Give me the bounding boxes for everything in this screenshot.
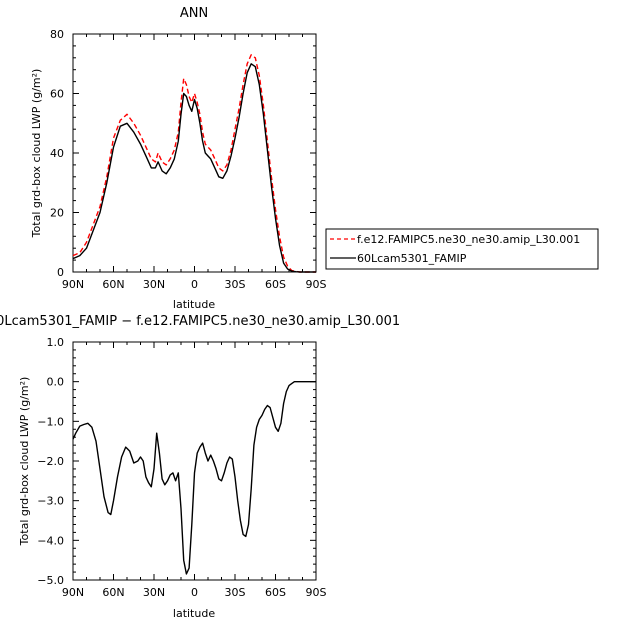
bottom-plot-frame — [72, 341, 317, 581]
bottom-series-line-1 — [72, 381, 316, 575]
bottom-x-tick-label: 90S — [306, 586, 327, 599]
top-y-tick-label: 20 — [50, 207, 64, 220]
top-series — [72, 54, 316, 273]
top-y-tick-label: 60 — [50, 88, 64, 101]
bottom-y-tick-label: −2.0 — [37, 455, 64, 468]
bottom-title: 60Lcam5301_FAMIP − f.e12.FAMIPC5.ne30_ne… — [0, 314, 400, 329]
bottom-y-tick-label: −1.0 — [37, 415, 64, 428]
bottom-x-tick-label: 90N — [62, 586, 84, 599]
bottom-series — [72, 381, 316, 575]
top-x-tick-label: 30S — [225, 278, 246, 291]
top-x-tick-label: 90N — [62, 278, 84, 291]
bottom-x-axis-label: latitude — [173, 607, 215, 620]
top-y-tick-labels: 0 20 40 60 80 — [50, 28, 64, 279]
top-x-axis-label: latitude — [173, 298, 215, 311]
top-plot-frame — [72, 33, 317, 273]
legend-label-series-2: 60Lcam5301_FAMIP — [357, 252, 467, 265]
top-x-tick-label: 90S — [306, 278, 327, 291]
top-y-tick-label: 80 — [50, 28, 64, 41]
bottom-y-tick-label: 1.0 — [47, 336, 65, 349]
top-title: ANN — [180, 6, 208, 21]
top-x-tick-label: 60S — [265, 278, 286, 291]
top-y-axis-label: Total grd-box cloud LWP (g/m²) — [30, 69, 43, 239]
bottom-x-tick-label: 60S — [265, 586, 286, 599]
bottom-panel: 60Lcam5301_FAMIP − f.e12.FAMIPC5.ne30_ne… — [0, 314, 400, 620]
bottom-x-tick-labels: 90N 60N 30N 0 30S 60S 90S — [62, 586, 327, 599]
bottom-y-tick-label: −3.0 — [37, 495, 64, 508]
bottom-y-tick-label: −5.0 — [37, 574, 64, 587]
bottom-y-tick-labels: 1.0 0.0 −1.0 −2.0 −3.0 −4.0 −5.0 — [37, 336, 64, 587]
top-series-line-1 — [72, 54, 316, 273]
bottom-y-axis-label: Total grd-box cloud LWP (g/m²) — [18, 377, 31, 547]
bottom-x-tick-label: 30S — [225, 586, 246, 599]
top-x-tick-label: 30N — [143, 278, 165, 291]
legend-box — [325, 228, 599, 270]
bottom-ticks — [72, 341, 317, 581]
top-y-tick-label: 0 — [57, 266, 64, 279]
top-x-tick-label: 60N — [102, 278, 124, 291]
top-x-tick-label: 0 — [191, 278, 198, 291]
legend-label-series-1: f.e12.FAMIPC5.ne30_ne30.amip_L30.001 — [357, 233, 580, 246]
top-y-tick-label: 40 — [50, 147, 64, 160]
bottom-y-tick-label: −4.0 — [37, 534, 64, 547]
top-ticks — [72, 33, 317, 273]
legend: f.e12.FAMIPC5.ne30_ne30.amip_L30.001 60L… — [325, 228, 599, 270]
bottom-x-tick-label: 30N — [143, 586, 165, 599]
bottom-x-tick-label: 60N — [102, 586, 124, 599]
top-x-tick-labels: 90N 60N 30N 0 30S 60S 90S — [62, 278, 327, 291]
top-series-line-2 — [72, 63, 316, 273]
top-panel: ANN 90N 60N 30N 0 30S 60S 90S 0 20 40 60 80 latitu… — [30, 6, 327, 311]
bottom-y-tick-label: 0.0 — [47, 376, 65, 389]
bottom-x-tick-label: 0 — [191, 586, 198, 599]
